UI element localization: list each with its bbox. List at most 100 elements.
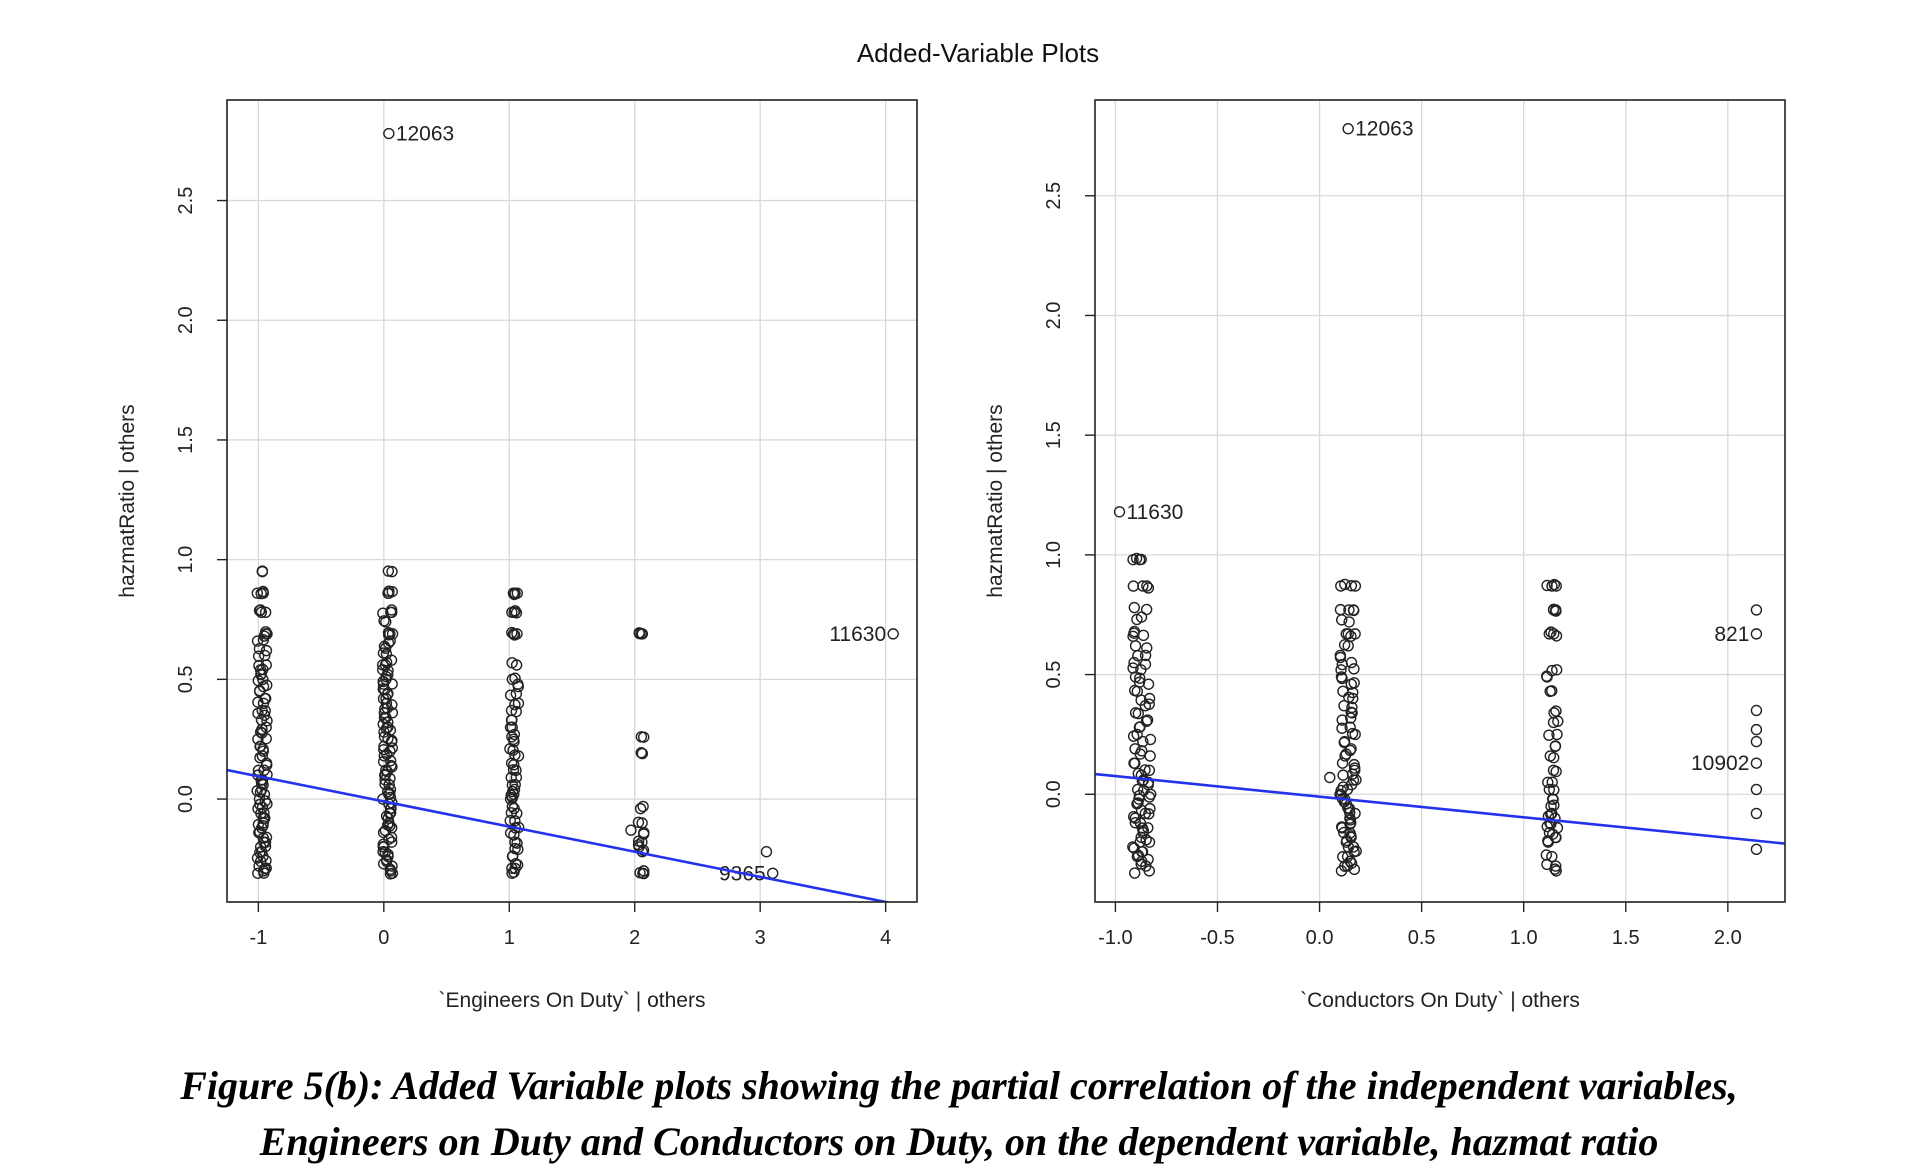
data-point xyxy=(506,791,519,804)
data-point xyxy=(504,689,517,701)
data-point xyxy=(1350,845,1362,857)
data-point xyxy=(1336,821,1348,833)
data-point xyxy=(508,866,520,878)
data-point xyxy=(386,565,398,578)
data-point xyxy=(1345,706,1357,718)
data-point xyxy=(386,734,398,747)
data-point xyxy=(1143,808,1155,820)
y-tick-label: 2.5 xyxy=(1043,182,1065,210)
added-variable-plots-figure: Added-Variable Plots 12063116309365-1012… xyxy=(116,38,1786,1012)
data-point xyxy=(1132,797,1144,809)
data-point xyxy=(1141,642,1153,654)
data-point xyxy=(634,802,647,815)
data-point xyxy=(1750,735,1763,748)
figure-caption-line-1: Figure 5(b): Added Variable plots showin… xyxy=(180,1063,1738,1108)
annotated-point xyxy=(767,867,779,879)
data-points xyxy=(1127,552,1763,879)
data-point xyxy=(258,867,270,879)
data-point xyxy=(1134,748,1146,760)
data-point xyxy=(506,657,518,669)
x-tick-label: -0.5 xyxy=(1200,927,1234,949)
data-point xyxy=(1548,752,1560,764)
x-tick-label: -1.0 xyxy=(1098,927,1132,949)
data-point xyxy=(505,714,518,726)
figure-title: Added-Variable Plots xyxy=(857,38,1099,68)
data-point xyxy=(1546,685,1558,697)
data-point xyxy=(1343,616,1355,628)
data-point xyxy=(1143,836,1156,848)
data-point xyxy=(1543,729,1555,741)
data-point xyxy=(1143,865,1155,877)
x-axis-label: `Engineers On Duty` | others xyxy=(439,989,706,1012)
data-point xyxy=(252,867,264,879)
data-point xyxy=(1127,841,1139,853)
data-point xyxy=(1548,628,1560,640)
annotated-point xyxy=(1342,123,1354,135)
data-point xyxy=(508,588,521,601)
data-point xyxy=(509,698,521,711)
data-point xyxy=(377,678,390,690)
data-point xyxy=(1324,771,1336,784)
data-point xyxy=(1338,699,1350,712)
data-point xyxy=(254,786,267,798)
data-point xyxy=(1750,704,1763,717)
point-annotation-label: 10902 xyxy=(1691,752,1749,775)
data-point xyxy=(1143,791,1156,803)
data-point xyxy=(1334,651,1347,664)
data-point xyxy=(1338,639,1351,651)
data-point xyxy=(382,812,395,824)
data-point xyxy=(1750,843,1763,856)
conductors-on-duty-plot: 12063 11630 821 10902 -1.0 -0.5 0.0 0.5 1.0 1.5 2.… xyxy=(984,99,1786,1012)
data-point xyxy=(633,627,645,639)
data-point xyxy=(1127,580,1140,592)
data-point xyxy=(1345,712,1357,724)
data-point xyxy=(382,848,394,861)
data-point xyxy=(254,684,266,697)
data-point xyxy=(252,707,264,720)
y-tick-label: 2.0 xyxy=(1043,302,1065,330)
data-point xyxy=(1348,604,1360,617)
data-point xyxy=(1137,629,1150,642)
data-point xyxy=(384,868,397,880)
data-point xyxy=(1129,757,1141,769)
x-tick-label: 1.5 xyxy=(1612,927,1640,949)
data-point xyxy=(1550,865,1562,877)
y-tick-label: 1.5 xyxy=(1043,421,1065,449)
annotated-point xyxy=(887,628,899,640)
data-point xyxy=(1551,728,1563,741)
data-point xyxy=(638,731,650,743)
data-point xyxy=(261,679,273,691)
x-tick-label: 1 xyxy=(504,927,515,949)
data-point xyxy=(1540,849,1553,861)
data-point xyxy=(253,604,266,617)
data-point xyxy=(1127,810,1140,823)
data-point xyxy=(1127,730,1140,742)
data-point xyxy=(380,616,392,628)
data-point xyxy=(1336,714,1348,726)
data-point xyxy=(252,818,265,831)
data-point xyxy=(260,732,272,745)
data-point xyxy=(378,726,390,738)
plot-frame xyxy=(1094,99,1786,903)
x-tick-label: -1 xyxy=(249,927,267,949)
regression-line xyxy=(227,768,893,902)
data-point xyxy=(381,748,393,761)
data-point xyxy=(1139,807,1152,820)
data-point xyxy=(1132,707,1145,720)
data-point xyxy=(638,867,650,880)
data-point xyxy=(385,604,398,616)
data-point xyxy=(1750,783,1763,796)
data-point xyxy=(1131,613,1143,626)
data-point xyxy=(509,815,521,827)
plot-frame xyxy=(226,99,918,903)
data-point xyxy=(507,733,520,746)
data-point xyxy=(508,783,521,796)
annotated-point xyxy=(1750,628,1763,640)
x-tick-label: 2.0 xyxy=(1714,927,1742,949)
x-tick-label: 0.0 xyxy=(1306,927,1334,949)
annotated-point xyxy=(1750,757,1763,769)
data-point xyxy=(1341,834,1353,847)
data-point xyxy=(382,565,395,577)
y-tick-label: 1.0 xyxy=(1043,541,1065,569)
data-point xyxy=(1750,807,1763,820)
